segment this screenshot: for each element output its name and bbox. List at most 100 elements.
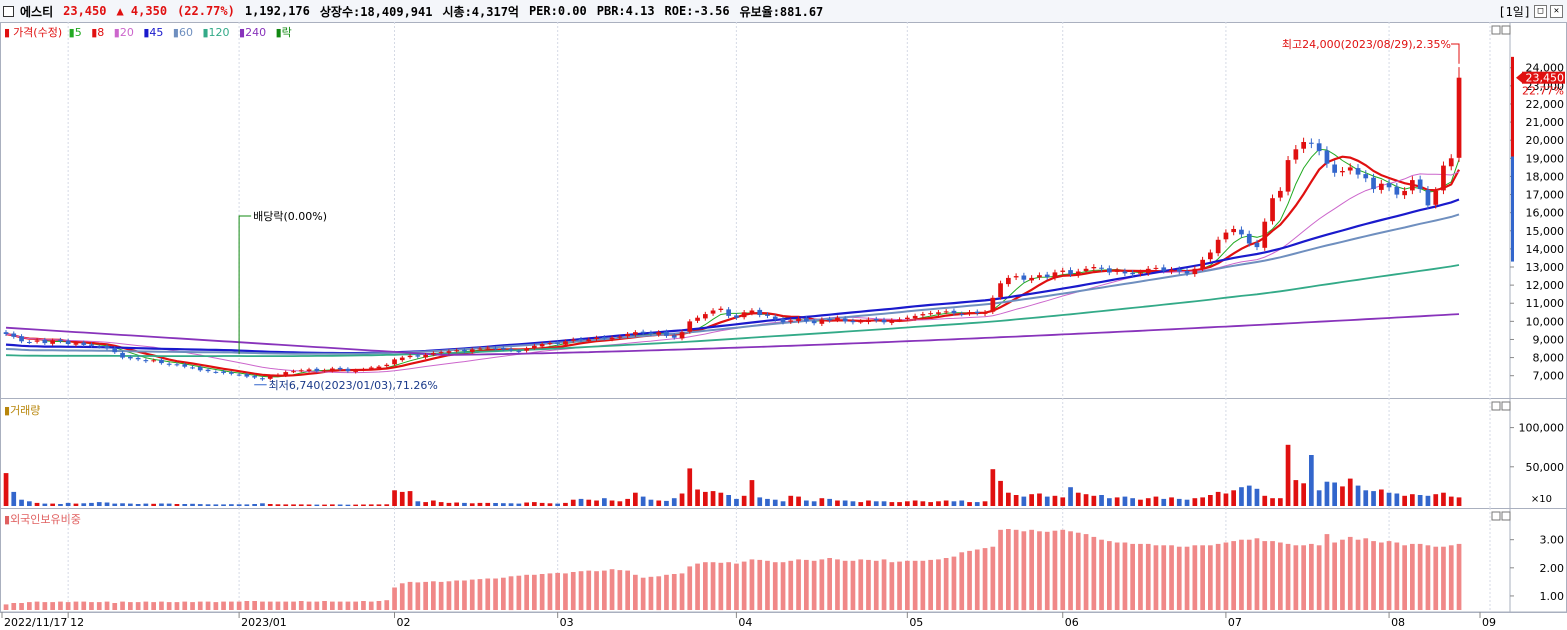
candle-down	[1417, 179, 1423, 190]
legend-ma-60[interactable]: ▮60	[172, 26, 193, 39]
legend-ma-240[interactable]: ▮240	[239, 26, 267, 39]
volume-bar	[415, 501, 421, 506]
candle-up	[928, 313, 933, 315]
volume-bar	[73, 503, 79, 506]
foreign-legend[interactable]: ▮외국인보유비중	[4, 513, 81, 526]
legend-price[interactable]: 가격(수정)	[13, 26, 63, 39]
volume-bar	[322, 504, 327, 506]
candle-up	[330, 368, 335, 371]
x-tick-label: 2022/11/17	[4, 616, 67, 629]
volume-bar	[1332, 482, 1337, 506]
candle-down	[27, 342, 32, 343]
foreign-bar	[1355, 539, 1361, 610]
candle-up	[1091, 267, 1097, 269]
foreign-bar	[586, 570, 592, 610]
price-tick-label: 12,000	[1526, 279, 1565, 292]
volume-bar	[143, 503, 149, 506]
volume-bar	[1355, 485, 1361, 506]
candle-down	[166, 363, 172, 365]
candle-down	[65, 340, 71, 344]
foreign-bar	[547, 573, 553, 610]
candle-up	[563, 341, 568, 345]
volume-bar	[1239, 487, 1244, 506]
foreign-bar	[990, 546, 996, 610]
candle-down	[128, 357, 133, 359]
volume-bar	[788, 495, 794, 506]
volume-bar	[330, 504, 335, 506]
foreign-bar	[275, 601, 281, 610]
candle-down	[648, 332, 654, 334]
candle-down	[959, 313, 965, 315]
candle-down	[345, 368, 351, 372]
candle-down	[1386, 183, 1392, 188]
legend-ma-45[interactable]: ▮45	[143, 26, 164, 39]
volume-bar	[1029, 494, 1034, 506]
foreign-bar	[11, 603, 17, 610]
volume-bar	[252, 504, 257, 506]
foreign-bar	[415, 582, 421, 610]
foreign-tick-label: 1.00	[1540, 590, 1565, 603]
candle-up	[1013, 276, 1019, 278]
foreign-bar	[718, 562, 724, 611]
select-checkbox[interactable]	[3, 5, 14, 17]
foreign-bar	[1332, 542, 1337, 610]
foreign-bar	[602, 570, 607, 610]
volume-bar	[633, 492, 638, 506]
foreign-bar	[633, 574, 638, 610]
foreign-bar	[337, 601, 343, 610]
legend-ma-120[interactable]: ▮120	[202, 26, 230, 39]
candle-down	[1355, 168, 1361, 175]
foreign-bar	[229, 601, 234, 610]
foreign-bar	[1130, 543, 1135, 610]
price-change-pct: (22.77%)	[177, 4, 235, 18]
foreign-bar	[765, 560, 770, 610]
last-pct-label: 22.77%	[1522, 85, 1564, 98]
candle-down	[1161, 267, 1167, 271]
last-price-pointer	[1516, 72, 1522, 83]
legend-ma-5[interactable]: ▮5	[68, 26, 82, 39]
foreign-bar	[298, 601, 304, 610]
foreign-bar	[1192, 545, 1198, 610]
foreign-legend-label: 외국인보유비중	[10, 513, 81, 526]
volume-bar	[151, 503, 156, 506]
period-selector[interactable]: [1일]	[1498, 5, 1531, 19]
candle-up	[1379, 183, 1384, 190]
legend-ma-20[interactable]: ▮20	[113, 26, 134, 39]
volume-legend[interactable]: ▮거래량	[4, 404, 41, 417]
foreign-bar	[399, 583, 405, 610]
legend-ma-8[interactable]: ▮8	[91, 26, 105, 39]
foreign-bar	[819, 559, 825, 610]
foreign-bar	[368, 601, 374, 610]
stock-name[interactable]: 에스티	[20, 4, 54, 19]
foreign-bar	[27, 602, 32, 610]
foreign-bar	[943, 558, 949, 610]
volume-bar	[368, 504, 374, 506]
close-icon[interactable]: ✕	[1550, 5, 1563, 18]
volume-bar	[431, 500, 436, 506]
foreign-bar	[780, 562, 786, 610]
legend-dividend[interactable]: ▮락	[275, 26, 292, 39]
candle-up	[625, 334, 630, 337]
volume-bar	[1309, 455, 1314, 506]
foreign-bar	[120, 601, 125, 610]
candle-down	[244, 374, 250, 377]
foreign-bar	[65, 602, 71, 610]
volume-bar	[1184, 499, 1190, 506]
candle-down	[96, 346, 102, 348]
maximize-icon[interactable]: □	[1534, 5, 1547, 18]
candle-up	[73, 343, 79, 345]
volume-bar	[1052, 495, 1058, 506]
volume-bar	[314, 504, 320, 506]
candle-up	[594, 337, 599, 339]
volume-bar	[1301, 483, 1306, 506]
volume-bar	[236, 504, 242, 506]
volume-bar	[671, 498, 677, 506]
foreign-bar	[1379, 542, 1384, 610]
volume-bar	[827, 498, 832, 506]
candle-down	[205, 369, 211, 372]
volume-bar	[306, 504, 312, 506]
volume-bar	[679, 493, 685, 506]
volume-bar	[695, 489, 700, 506]
foreign-bar	[1029, 529, 1034, 610]
